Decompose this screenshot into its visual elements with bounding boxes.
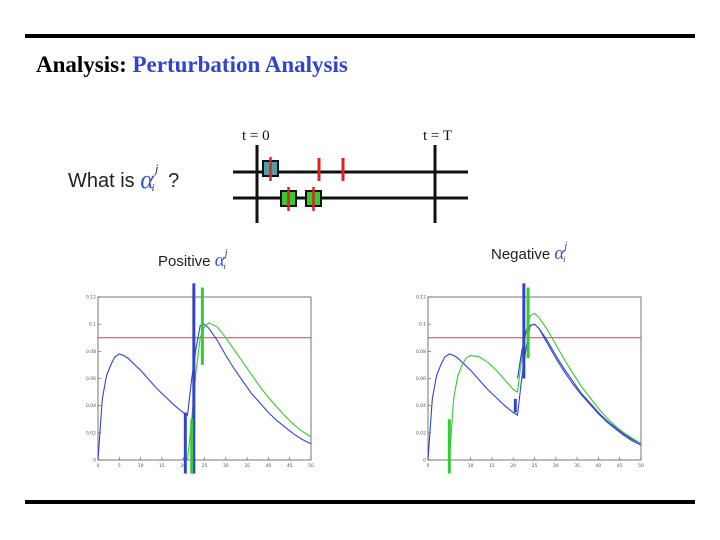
x-tick-label: 20 (180, 463, 186, 469)
x-tick-label: 15 (159, 463, 165, 469)
y-tick-label: 0.08 (416, 349, 426, 355)
y-tick-label: 0 (93, 458, 96, 464)
x-tick-label: 40 (596, 463, 602, 469)
series-line-blue-0 (97, 323, 312, 461)
positive-chart: 0 5 10 15 20 25 30 35 40 45 50 0 0.02 0.04 0.06 0.08 0.1… (86, 283, 314, 474)
x-tick-label: 0 (97, 463, 100, 469)
alpha-symbol: α (140, 165, 154, 194)
negative-alpha-sup: j (564, 241, 568, 252)
negative-alpha-sub: i (563, 255, 566, 264)
x-tick-label: 10 (138, 463, 144, 469)
x-tick-label: 50 (308, 463, 314, 469)
x-tick-label: 25 (202, 463, 208, 469)
y-tick-label: 0.12 (86, 295, 96, 301)
title-rest: Perturbation Analysis (132, 52, 348, 77)
spike-timeline-diagram (233, 145, 468, 223)
x-tick-label: 45 (287, 463, 293, 469)
title-lead: Analysis: (36, 52, 127, 77)
y-tick-label: 0.04 (416, 403, 426, 409)
x-tick-label: 30 (553, 463, 559, 469)
x-tick-label: 5 (118, 463, 121, 469)
x-tick-label: 45 (617, 463, 623, 469)
x-tick-label: 50 (638, 463, 644, 469)
positive-label-word: Positive (158, 253, 211, 270)
y-tick-label: 0.02 (86, 430, 96, 436)
alpha-subscript: i (151, 182, 155, 194)
y-tick-label: 0.1 (419, 322, 426, 328)
t-start-label: t = 0 (242, 128, 270, 144)
x-tick-label: 25 (532, 463, 538, 469)
y-tick-label: 0 (423, 458, 426, 464)
t-end-label: t = T (423, 128, 453, 144)
series-line-blue-0 (427, 323, 642, 461)
question-suffix: ? (168, 170, 180, 192)
plot-frame (427, 296, 642, 461)
alpha-superscript: j (154, 161, 159, 176)
x-tick-label: 20 (510, 463, 516, 469)
plot-frame (97, 296, 312, 461)
y-tick-label: 0.06 (86, 376, 96, 382)
negative-chart: 0510152025303540455000.020.040.060.080.1… (416, 283, 644, 474)
series-line-green-1 (186, 322, 312, 461)
question-prefix: What is (68, 170, 135, 192)
x-tick-label: 0 (427, 463, 430, 469)
positive-label: Positive αji (158, 248, 230, 272)
slide-title: Analysis: Perturbation Analysis (36, 52, 348, 78)
y-tick-label: 0.06 (416, 376, 426, 382)
x-tick-label: 30 (223, 463, 229, 469)
x-tick-label: 40 (266, 463, 272, 469)
x-tick-label: 35 (574, 463, 580, 469)
positive-alpha-symbol: α (214, 250, 225, 271)
y-tick-label: 0.08 (86, 349, 96, 355)
series-line-green-1 (448, 312, 642, 461)
positive-alpha-sup: j (224, 248, 228, 259)
positive-alpha-sub: i (223, 262, 226, 271)
y-tick-label: 0.02 (416, 430, 426, 436)
bottom-rule (25, 500, 695, 504)
x-tick-label: 35 (244, 463, 250, 469)
y-tick-label: 0.1 (89, 322, 96, 328)
question-text: What is αji ? (68, 161, 180, 194)
x-tick-label: 10 (468, 463, 474, 469)
negative-label-word: Negative (491, 246, 551, 263)
y-tick-label: 0.12 (416, 295, 426, 301)
y-tick-label: 0.04 (86, 403, 96, 409)
top-rule (25, 34, 695, 38)
negative-alpha-symbol: α (554, 243, 565, 264)
x-tick-label: 15 (489, 463, 495, 469)
negative-label: Negative αji (491, 241, 569, 265)
